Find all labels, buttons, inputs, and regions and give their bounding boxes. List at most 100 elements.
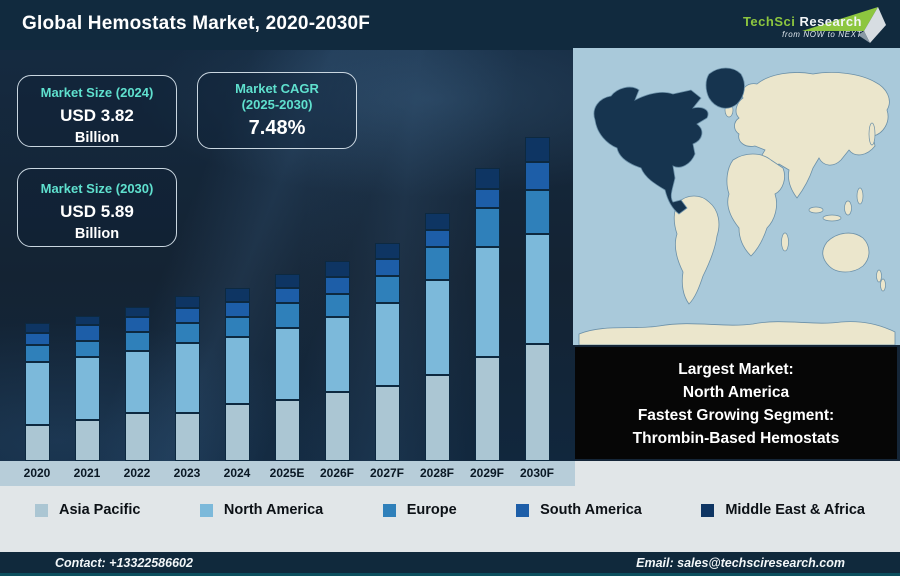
stat-label: Market Size (2030) (40, 181, 154, 196)
bar-segment (374, 243, 400, 259)
brand-tagline: from NOW to NEXT (782, 30, 862, 39)
x-axis-label: 2021 (73, 466, 101, 480)
header-bar: Global Hemostats Market, 2020-2030F Tech… (0, 0, 900, 50)
bar-segment (474, 357, 500, 461)
bar-segment (124, 317, 150, 332)
x-axis-label: 2028F (419, 466, 455, 480)
x-axis-label: 2026F (319, 466, 355, 480)
bar-segment (524, 190, 550, 234)
bar-segment (474, 168, 500, 189)
brand-logo: TechSci Research from NOW to NEXT (704, 3, 892, 47)
bar-segment (124, 307, 150, 317)
bar-segment (274, 400, 300, 461)
bar-segment (74, 420, 100, 461)
page-title: Global Hemostats Market, 2020-2030F (22, 13, 371, 34)
bar-segment (224, 404, 250, 461)
bar-segment (324, 392, 350, 461)
legend-label: South America (540, 502, 642, 518)
legend-label: North America (223, 502, 324, 518)
legend-swatch (382, 503, 396, 517)
brand-name-primary: TechSci (742, 14, 796, 29)
world-map-image (573, 48, 900, 346)
bar-segment (224, 337, 250, 404)
stat-value: USD 3.82 (60, 106, 134, 125)
callout-panel: Largest Market: North America Fastest Gr… (575, 347, 897, 459)
stat-label: Market Size (2024) (40, 85, 154, 100)
bar-segment (24, 323, 50, 333)
stat-card-market-cagr: Market CAGR (2025-2030) 7.48% (197, 72, 357, 149)
bar-segment (74, 325, 100, 341)
bar-segment (524, 234, 550, 344)
bar-segment (474, 247, 500, 357)
bar-group-2026F (324, 261, 350, 461)
bar-segment (174, 413, 200, 461)
stat-label: Market CAGR (235, 81, 319, 96)
bar-group-2021 (74, 316, 100, 461)
map-greenland-highlight (705, 67, 745, 109)
map-north-america-highlight (593, 86, 709, 215)
bar-group-2028F (424, 213, 450, 461)
legend-swatch (199, 503, 213, 517)
bar-segment (274, 274, 300, 288)
bar-segment (374, 303, 400, 386)
bar-segment (74, 341, 100, 357)
legend-label: Europe (406, 502, 457, 518)
bar-segment (424, 247, 450, 280)
x-axis: 2020 2021 2022 2023 2024 2025E 2026F 2027F 2028F… (0, 461, 575, 486)
bar-segment (424, 230, 450, 247)
x-axis-label: 2023 (173, 466, 201, 480)
bar-group-2029F (474, 168, 500, 461)
footer-email: Email: sales@techsciresearch.com (636, 556, 845, 570)
bar-segment (374, 259, 400, 276)
map-africa (726, 153, 785, 257)
callout-line: North America (682, 384, 790, 401)
legend-item-asia-pacific: Asia Pacific (35, 502, 140, 518)
bar-segment (174, 323, 200, 343)
bar-segment (224, 317, 250, 337)
chart-area: Market Size (2024) USD 3.82 Billion Mark… (0, 50, 575, 461)
x-axis-label: 2024 (223, 466, 251, 480)
x-axis-label: 2025E (269, 466, 305, 480)
legend-swatch (516, 503, 530, 517)
brand-name-secondary: Research (799, 14, 862, 29)
legend-label: Asia Pacific (59, 502, 141, 518)
bar-segment (474, 189, 500, 208)
bar-segment (324, 294, 350, 317)
map-antarctica (578, 321, 896, 346)
stat-card-market-size-2024: Market Size (2024) USD 3.82 Billion (17, 75, 177, 147)
legend-item-south-america: South America (516, 502, 642, 518)
bar-segment (74, 316, 100, 325)
stat-card-market-size-2030: Market Size (2030) USD 5.89 Billion (17, 168, 177, 247)
legend-label: Middle East & Africa (725, 502, 865, 518)
stat-unit: Billion (74, 130, 120, 146)
x-axis-label: 2029F (469, 466, 505, 480)
bar-segment (324, 261, 350, 277)
callout-line: Fastest Growing Segment: (637, 407, 835, 424)
bar-segment (324, 277, 350, 294)
bar-segment (324, 317, 350, 392)
x-axis-label: 2022 (123, 466, 151, 480)
bar-segment (224, 302, 250, 317)
bar-segment (124, 332, 150, 351)
bar-segment (24, 362, 50, 425)
bar-segment (24, 425, 50, 461)
legend-item-middle-east-africa: Middle East & Africa (701, 502, 865, 518)
bar-group-2030F (524, 137, 550, 461)
bar-segment (74, 357, 100, 420)
logo-arrow-icon (802, 7, 886, 43)
legend: Asia Pacific North America Europe South Ame… (0, 495, 900, 525)
stat-value: USD 5.89 (60, 202, 134, 221)
legend-item-north-america: North America (199, 502, 324, 518)
footer-contact: Contact: +13322586602 (55, 556, 193, 570)
bar-segment (374, 276, 400, 303)
x-axis-label: 2027F (369, 466, 405, 480)
bar-group-2022 (124, 307, 150, 461)
bar-segment (274, 288, 300, 303)
stat-value: 7.48% (248, 117, 306, 139)
bar-segment (424, 375, 450, 461)
bar-segment (24, 333, 50, 345)
bar-segment (224, 288, 250, 302)
bar-segment (424, 280, 450, 375)
bar-group-2027F (374, 243, 400, 461)
bar-segment (174, 296, 200, 308)
